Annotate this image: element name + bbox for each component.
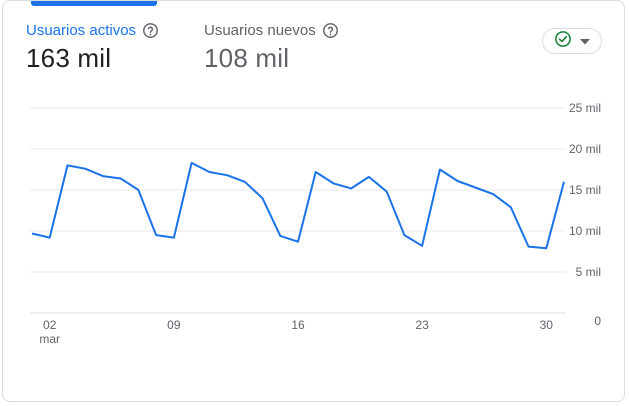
data-point[interactable] xyxy=(507,203,515,211)
metric-label: Usuarios nuevos xyxy=(204,22,316,39)
data-point[interactable] xyxy=(81,165,89,173)
x-tick-sublabel: mar xyxy=(39,332,60,346)
data-point[interactable] xyxy=(542,244,550,252)
data-point[interactable] xyxy=(63,161,71,169)
y-tick-label: 10 mil xyxy=(569,224,601,238)
grid-lines xyxy=(30,107,566,314)
data-point[interactable] xyxy=(347,184,355,192)
data-point[interactable] xyxy=(489,190,497,198)
data-point[interactable] xyxy=(329,179,337,187)
metric-value: 108 mil xyxy=(204,43,290,73)
data-point[interactable] xyxy=(152,231,160,239)
data-point[interactable] xyxy=(471,184,479,192)
data-point[interactable] xyxy=(205,168,213,176)
data-point[interactable] xyxy=(188,159,196,167)
data-point[interactable] xyxy=(223,171,231,179)
help-circle-icon[interactable] xyxy=(322,22,339,39)
y-axis-labels: 0 5 mil 10 mil 15 mil 20 mil 25 mil xyxy=(569,101,601,328)
x-tick-label: 16 xyxy=(291,318,305,332)
data-point[interactable] xyxy=(276,232,284,240)
data-point[interactable] xyxy=(170,234,178,242)
x-tick-label: 09 xyxy=(167,318,181,332)
series-layer xyxy=(28,159,568,252)
data-point[interactable] xyxy=(117,175,125,183)
x-tick-label: 30 xyxy=(540,318,554,332)
y-tick-label: 25 mil xyxy=(569,101,601,115)
data-point[interactable] xyxy=(99,172,107,180)
y-tick-label: 0 xyxy=(594,314,601,328)
data-point[interactable] xyxy=(436,166,444,174)
data-point[interactable] xyxy=(312,168,320,176)
data-point[interactable] xyxy=(259,194,267,202)
x-tick-label: 23 xyxy=(415,318,429,332)
data-point[interactable] xyxy=(134,186,142,194)
active-tab-indicator xyxy=(31,1,157,6)
data-point[interactable] xyxy=(560,178,568,186)
check-circle-icon xyxy=(554,30,572,53)
comparison-dropdown-button[interactable] xyxy=(542,28,602,54)
data-point[interactable] xyxy=(383,188,391,196)
y-tick-label: 5 mil xyxy=(576,265,601,279)
metric-value: 163 mil xyxy=(26,43,112,73)
data-point[interactable] xyxy=(294,238,302,246)
caret-down-icon xyxy=(580,32,590,50)
data-point[interactable] xyxy=(400,231,408,239)
x-tick-label: 02 xyxy=(43,318,57,332)
y-tick-label: 20 mil xyxy=(569,142,601,156)
y-tick-label: 15 mil xyxy=(569,183,601,197)
data-point[interactable] xyxy=(28,229,36,237)
metric-label: Usuarios activos xyxy=(26,22,137,39)
series-line xyxy=(31,161,565,250)
data-point[interactable] xyxy=(365,173,373,181)
metric-tab-new-users[interactable]: Usuarios nuevos 108 mil xyxy=(204,22,339,74)
data-point[interactable] xyxy=(418,242,426,250)
data-point[interactable] xyxy=(241,178,249,186)
metric-tab-active-users[interactable]: Usuarios activos 163 mil xyxy=(26,22,159,74)
data-point[interactable] xyxy=(46,234,54,242)
data-point[interactable] xyxy=(525,243,533,251)
help-circle-icon[interactable] xyxy=(142,22,159,39)
data-point[interactable] xyxy=(454,177,462,185)
